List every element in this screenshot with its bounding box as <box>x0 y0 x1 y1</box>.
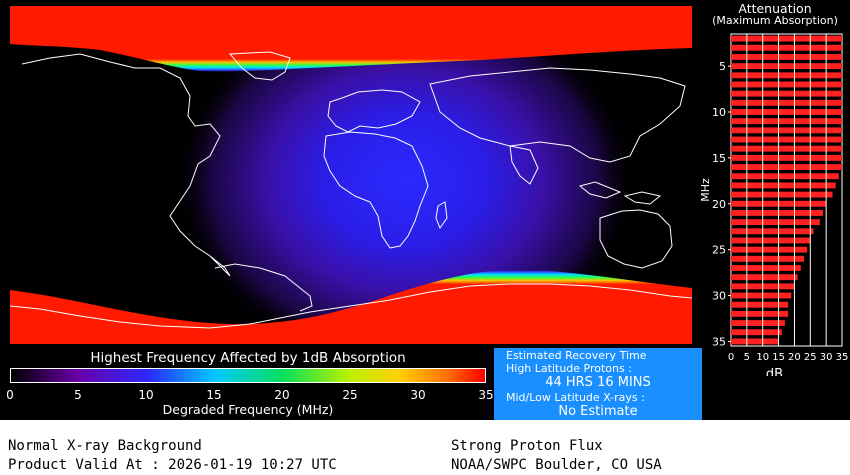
proton-label: High Latitude Protons : <box>506 362 632 375</box>
recovery-title: Estimated Recovery Time <box>506 349 647 362</box>
attenuation-bar <box>731 219 820 226</box>
attenuation-bar <box>731 210 823 216</box>
attenuation-y-tick: 25 <box>712 244 726 257</box>
attenuation-bar <box>731 191 833 198</box>
attenuation-bar <box>731 237 811 244</box>
colorbar-tick-label: 35 <box>478 388 494 402</box>
map-legend-title: Highest Frequency Affected by 1dB Absorp… <box>90 350 406 366</box>
attenuation-bar <box>731 310 789 317</box>
attenuation-bar <box>731 90 842 97</box>
attenuation-plot-area <box>730 33 843 347</box>
colorbar-tick-label: 5 <box>74 388 82 402</box>
attenuation-bar <box>731 81 842 88</box>
colorbar-tick-label: 0 <box>6 388 14 402</box>
recovery-panel: Estimated Recovery Time High Latitude Pr… <box>494 348 702 420</box>
attenuation-bar <box>731 274 798 281</box>
attenuation-x-tick: 5 <box>744 352 750 363</box>
coast-north-america <box>21 53 231 277</box>
coast-indonesia <box>578 181 662 205</box>
attenuation-bar <box>731 154 842 161</box>
coast-antarctica <box>10 283 692 329</box>
attenuation-title: Attenuation <box>738 1 812 16</box>
attenuation-x-tick: 0 <box>728 352 734 363</box>
attenuation-bar <box>731 329 782 336</box>
attenuation-bar <box>731 320 785 326</box>
coast-australia <box>599 209 673 269</box>
attenuation-y-tick: 30 <box>712 290 726 303</box>
attenuation-x-tick: 15 <box>772 352 785 363</box>
colorbar-tick-label: 30 <box>410 388 426 402</box>
south-polar-cap <box>10 269 692 344</box>
attenuation-bar <box>731 99 842 106</box>
coastlines <box>10 51 692 329</box>
source-credit: NOAA/SWPC Boulder, CO USA <box>451 457 662 473</box>
valid-at: Product Valid At : 2026-01-19 10:27 UTC <box>8 457 337 473</box>
attenuation-x-tick: 20 <box>788 352 801 363</box>
north-polar-cap <box>10 6 692 73</box>
attenuation-bar <box>731 127 842 134</box>
coast-greenland <box>228 51 291 81</box>
attenuation-bar <box>731 228 814 235</box>
attenuation-y-tick: 20 <box>712 198 726 211</box>
attenuation-bar <box>731 72 842 79</box>
dayside-absorption <box>175 6 635 344</box>
xray-status: Normal X-ray Background <box>8 438 202 454</box>
colorbar-tick-label: 15 <box>206 388 222 402</box>
attenuation-bar <box>731 164 842 170</box>
attenuation-x-tick: 10 <box>756 352 769 363</box>
attenuation-bar <box>731 136 842 143</box>
frequency-colorbar <box>10 368 486 383</box>
attenuation-y-tick: 35 <box>712 335 726 348</box>
attenuation-bar <box>731 63 842 70</box>
attenuation-x-tick: 25 <box>804 352 817 363</box>
attenuation-bar <box>731 145 842 152</box>
xray-label: Mid/Low Latitude X-rays : <box>506 391 645 404</box>
attenuation-bar <box>731 301 789 308</box>
proton-recovery-value: 44 HRS 16 MINS <box>545 375 651 390</box>
attenuation-subtitle: (Maximum Absorption) <box>712 14 838 27</box>
colorbar-tick-label: 25 <box>342 388 358 402</box>
coast-asia <box>429 67 686 163</box>
coast-india <box>509 145 539 185</box>
attenuation-bar <box>731 35 842 42</box>
coast-europe <box>327 89 421 133</box>
attenuation-y-tick: 5 <box>719 60 726 73</box>
attenuation-bar <box>731 54 842 60</box>
attenuation-y-axis-label: MHz <box>700 178 712 202</box>
attenuation-x-tick: 35 <box>836 352 849 363</box>
colorbar-tick-label: 10 <box>138 388 154 402</box>
colorbar-tick-label: 20 <box>274 388 290 402</box>
coast-madagascar <box>435 201 448 230</box>
attenuation-bar <box>731 182 836 189</box>
attenuation-bar <box>731 118 842 125</box>
attenuation-y-tick: 10 <box>712 106 726 119</box>
attenuation-bar <box>731 338 779 345</box>
coast-south-america <box>214 263 313 312</box>
attenuation-x-axis-label: dB <box>766 367 783 376</box>
absorption-map <box>10 6 692 344</box>
proton-status: Strong Proton Flux <box>451 438 603 454</box>
attenuation-bar <box>731 173 839 180</box>
attenuation-bar <box>731 265 801 271</box>
attenuation-bar <box>731 44 842 51</box>
attenuation-bar <box>731 255 804 262</box>
colorbar-axis-label: Degraded Frequency (MHz) <box>162 402 334 417</box>
xray-recovery-value: No Estimate <box>558 404 638 419</box>
coast-africa <box>323 131 429 249</box>
attenuation-y-tick: 15 <box>712 152 726 165</box>
attenuation-bar <box>731 109 842 115</box>
attenuation-bar <box>731 246 808 253</box>
attenuation-bar <box>731 292 792 299</box>
attenuation-x-tick: 30 <box>820 352 833 363</box>
